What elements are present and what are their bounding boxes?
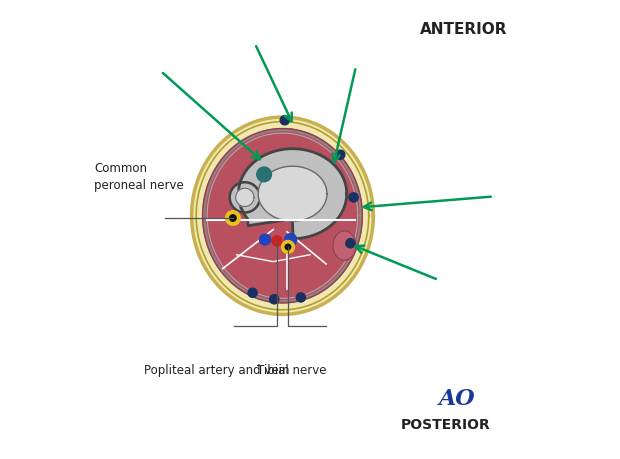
Circle shape: [335, 150, 345, 159]
Polygon shape: [239, 149, 347, 239]
Circle shape: [281, 241, 294, 253]
Circle shape: [346, 239, 355, 248]
Text: Common
peroneal nerve: Common peroneal nerve: [94, 162, 184, 192]
Polygon shape: [333, 231, 356, 260]
Circle shape: [272, 236, 282, 246]
Circle shape: [280, 116, 290, 125]
Text: ANTERIOR: ANTERIOR: [420, 22, 508, 37]
Text: Tibial nerve: Tibial nerve: [257, 364, 327, 377]
Circle shape: [349, 193, 358, 202]
Text: POSTERIOR: POSTERIOR: [401, 418, 490, 431]
Circle shape: [285, 244, 291, 250]
Circle shape: [285, 234, 297, 246]
Text: Popliteal artery and vein: Popliteal artery and vein: [144, 364, 290, 377]
Polygon shape: [203, 129, 362, 303]
Text: AO: AO: [438, 388, 475, 410]
Circle shape: [260, 234, 270, 245]
Circle shape: [229, 215, 236, 221]
Circle shape: [226, 211, 240, 225]
Polygon shape: [258, 166, 327, 221]
Circle shape: [257, 167, 272, 182]
Polygon shape: [192, 117, 373, 314]
Circle shape: [248, 288, 257, 297]
Circle shape: [296, 293, 306, 302]
Polygon shape: [236, 188, 254, 207]
Polygon shape: [229, 182, 260, 213]
Circle shape: [270, 295, 279, 304]
